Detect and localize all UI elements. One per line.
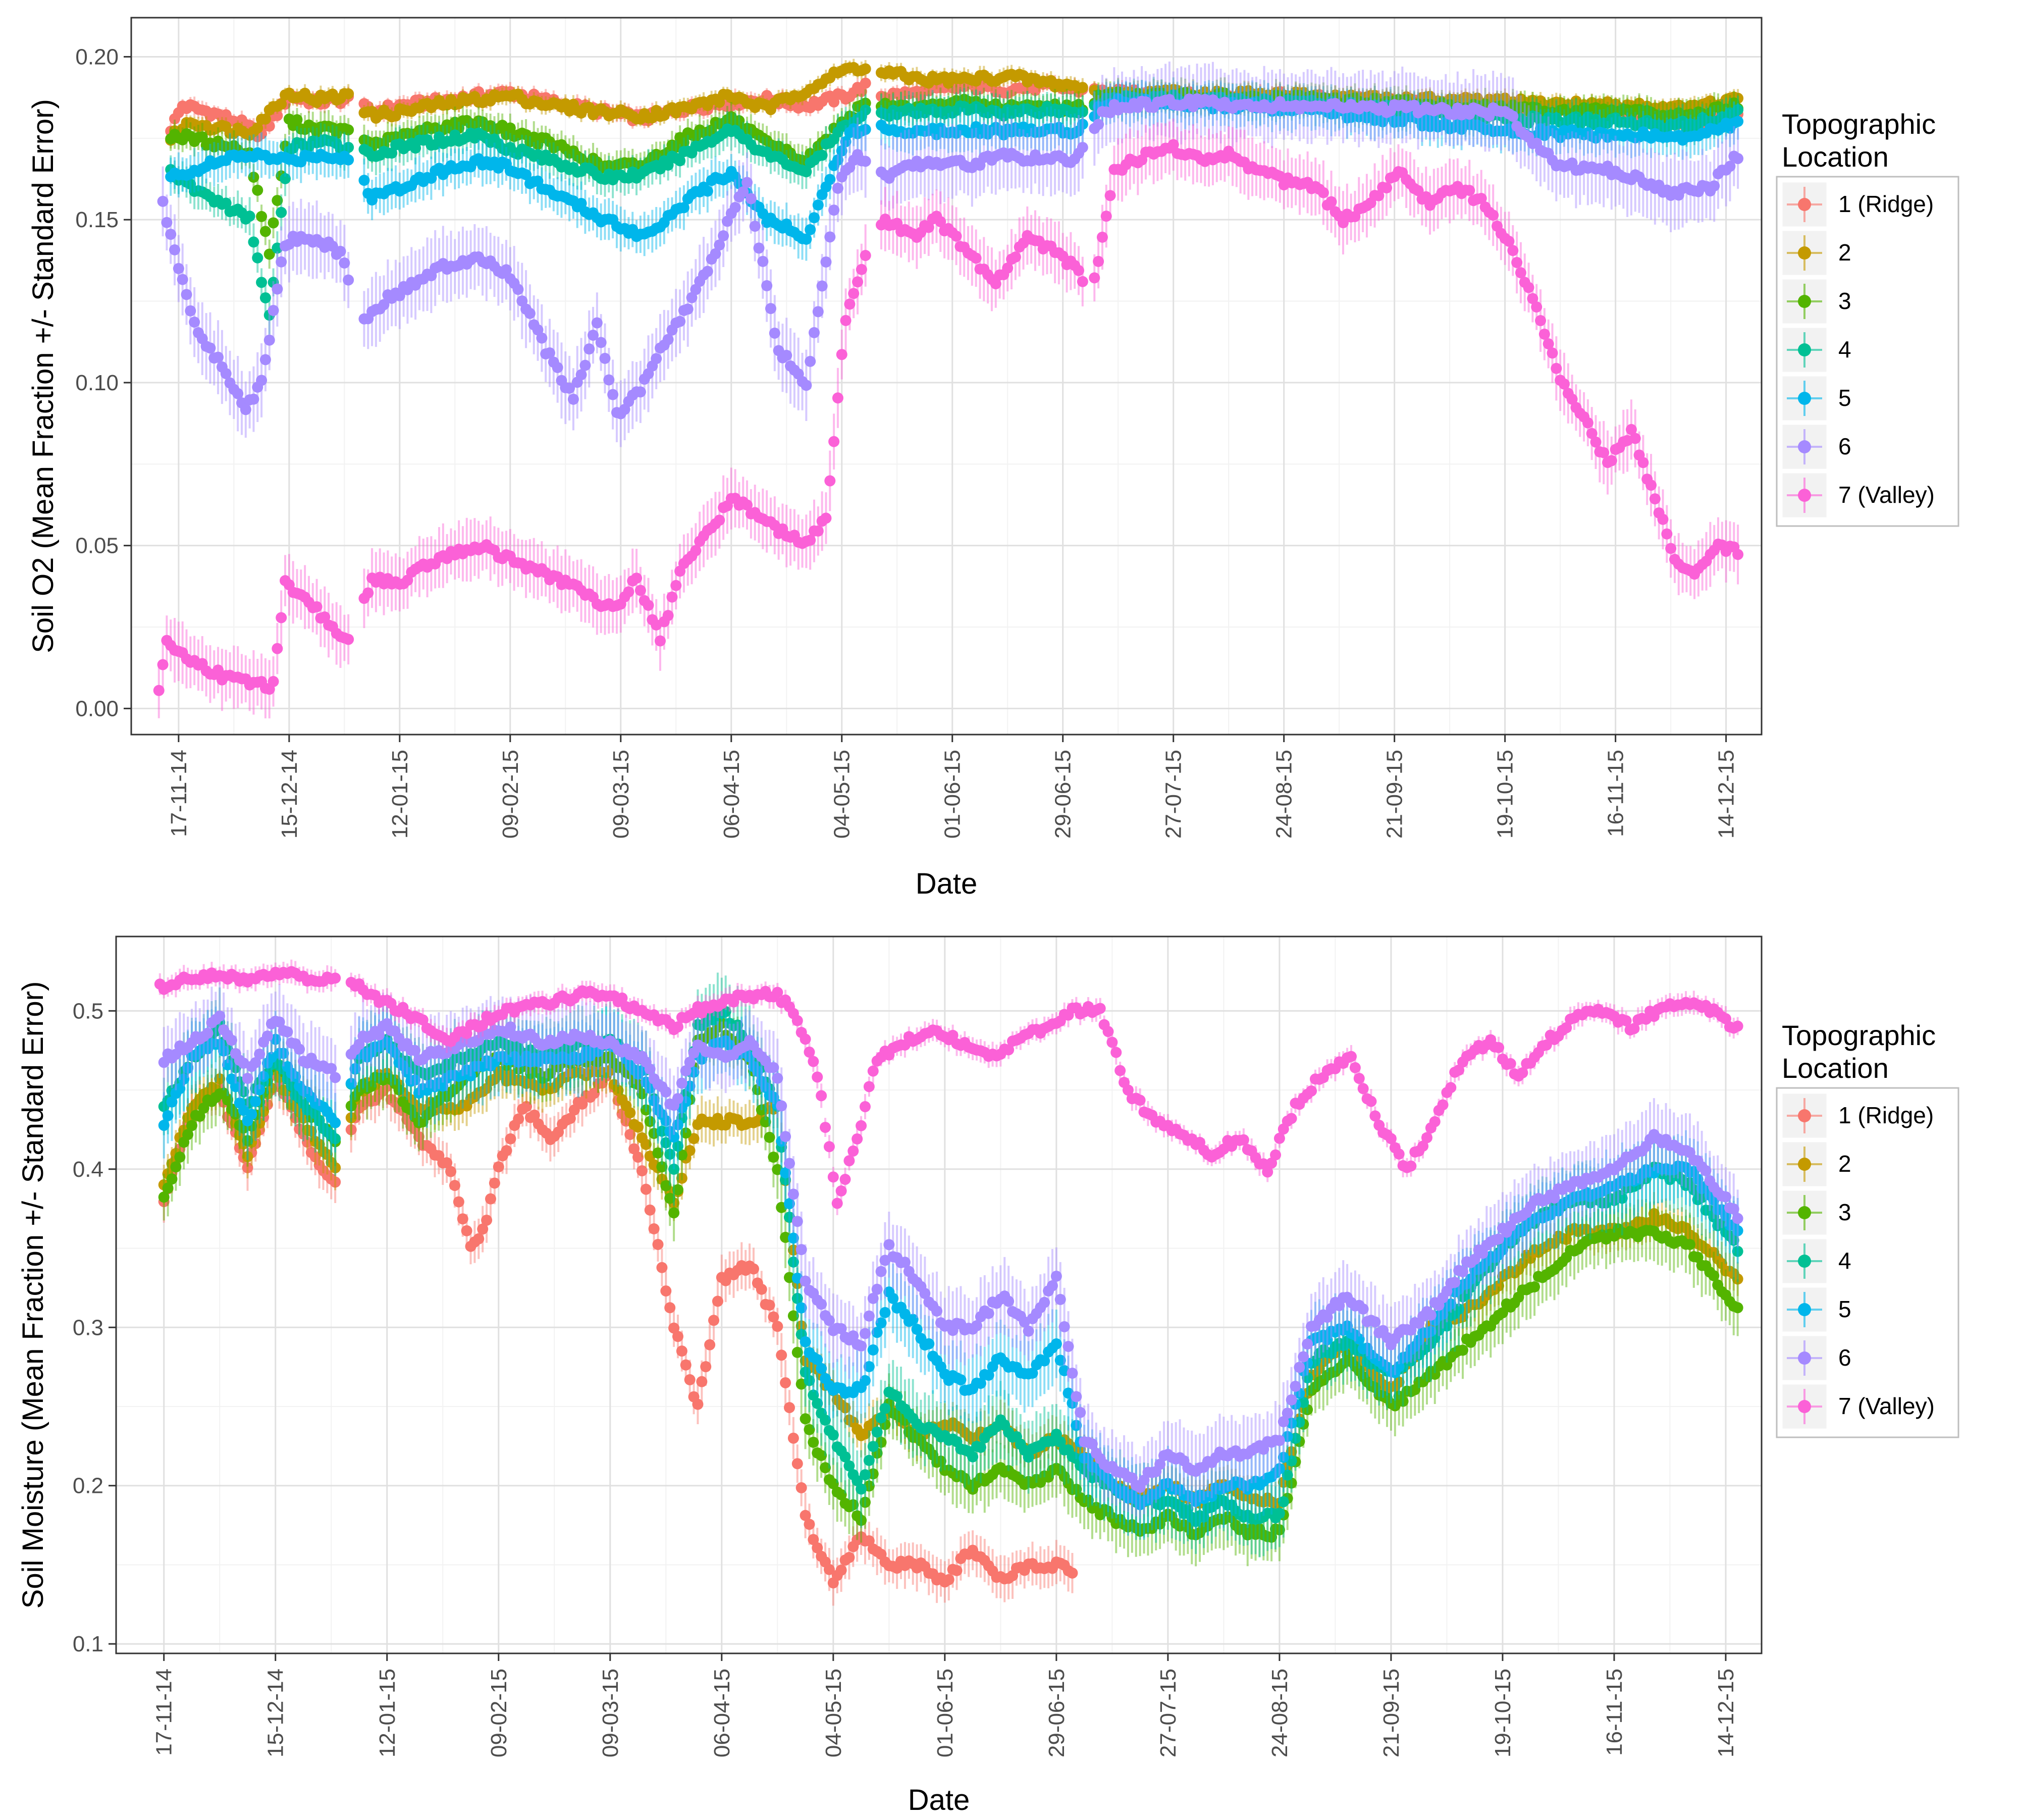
data-point bbox=[343, 154, 354, 166]
data-point bbox=[244, 211, 255, 222]
data-point bbox=[268, 217, 279, 228]
data-point bbox=[343, 275, 354, 286]
data-point bbox=[860, 156, 871, 167]
data-point bbox=[276, 207, 287, 218]
data-point bbox=[1732, 153, 1743, 164]
data-point bbox=[860, 63, 871, 74]
data-point bbox=[343, 88, 354, 99]
data-point bbox=[268, 676, 279, 687]
data-point bbox=[1077, 142, 1088, 153]
data-point bbox=[276, 612, 287, 623]
data-point bbox=[1732, 116, 1743, 127]
data-point bbox=[343, 634, 354, 645]
data-point bbox=[252, 185, 263, 196]
data-point bbox=[252, 252, 263, 264]
data-point bbox=[260, 226, 271, 237]
